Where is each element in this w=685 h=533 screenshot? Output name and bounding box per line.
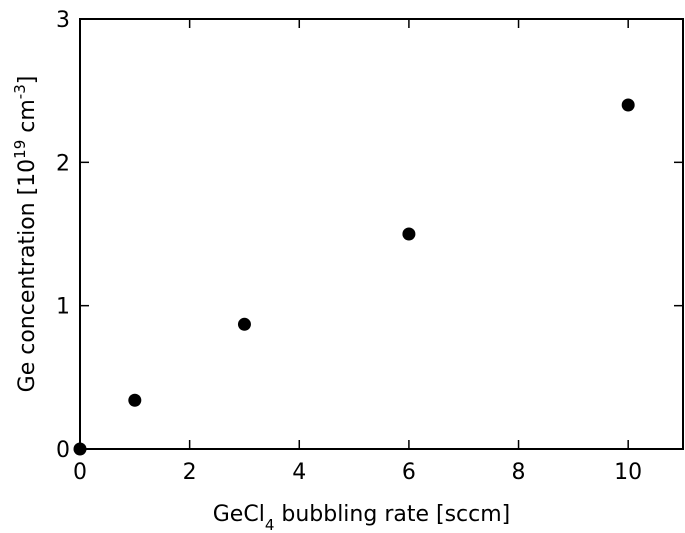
data-point (237, 317, 251, 331)
y-axis-label-part: cm (15, 99, 40, 140)
y-tick-label: 1 (56, 295, 70, 320)
y-axis-label-part: Ge concentration [10 (15, 159, 40, 393)
x-tick-label: 6 (402, 460, 416, 485)
x-tick-label: 4 (292, 460, 306, 485)
y-axis-label-part: ] (15, 76, 40, 85)
x-tick-label: 8 (512, 460, 526, 485)
data-point (128, 393, 142, 407)
data-point (402, 227, 416, 241)
data-point (621, 98, 635, 112)
y-tick-label: 0 (56, 438, 70, 463)
y-tick-label: 3 (56, 8, 70, 33)
y-tick-label: 2 (56, 151, 70, 176)
y-axis-label-part: -3 (11, 84, 29, 99)
x-axis-label-part: GeCl (213, 502, 265, 527)
x-tick-label: 0 (73, 460, 87, 485)
data-point (73, 442, 87, 456)
x-axis-label-part: 4 (265, 516, 275, 533)
x-tick-label: 10 (614, 460, 642, 485)
y-axis-label-part: 19 (11, 140, 29, 159)
y-axis-label: Ge concentration [1019 cm-3] (11, 76, 40, 393)
x-axis-label: GeCl4 bubbling rate [sccm] (213, 502, 511, 533)
x-tick-label: 2 (183, 460, 197, 485)
x-axis-label-part: bubbling rate [sccm] (274, 502, 510, 527)
plot-frame (79, 18, 684, 450)
